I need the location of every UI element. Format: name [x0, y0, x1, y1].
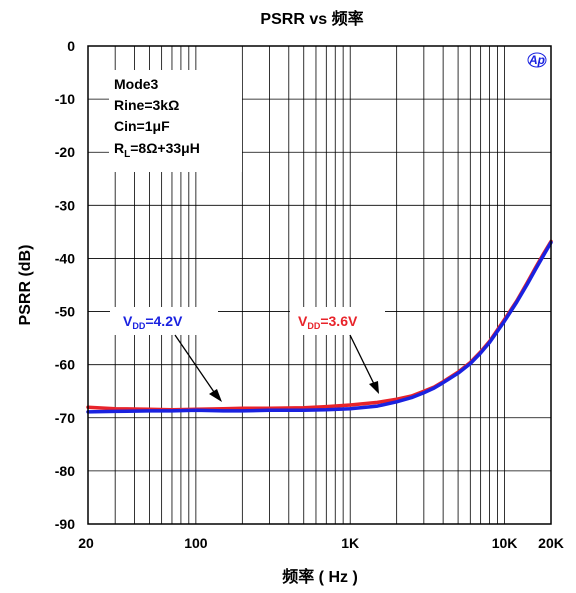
condition-mode: Mode3	[114, 76, 159, 92]
condition-rl: RL=8Ω+33μH	[114, 140, 200, 160]
x-tick-label: 20K	[538, 535, 564, 551]
label-vdd-3-6v-bg	[290, 307, 385, 335]
y-tick-label: -30	[55, 197, 75, 213]
chart-title: PSRR vs 频率	[260, 9, 363, 28]
label-vdd-4-2v-text: VDD=4.2V	[123, 313, 183, 331]
y-tick-label: 0	[67, 38, 75, 54]
x-axis-label: 频率 ( Hz )	[282, 567, 358, 586]
label-vdd-3-6v: VDD=3.6V	[290, 307, 385, 335]
arrow-3-6v-line	[349, 334, 375, 385]
y-tick-label: -50	[55, 304, 75, 320]
conditions-box: Mode3 Rine=3kΩ Cin=1μF RL=8Ω+33μH	[109, 70, 242, 172]
label-vdd-4-2v-bg	[110, 307, 218, 335]
x-tick-labels: 20 100 1K 10K 20K	[78, 535, 564, 551]
y-tick-label: -40	[55, 250, 75, 266]
condition-rine: Rine=3kΩ	[114, 97, 179, 113]
ap-logo: Ap	[528, 53, 545, 67]
y-tick-label: -90	[55, 516, 75, 532]
arrow-4-2v-line	[174, 334, 215, 393]
x-tick-label: 1K	[341, 535, 359, 551]
series-line	[86, 240, 553, 414]
y-axis-label: PSRR (dB)	[17, 245, 34, 326]
conditions-box-bg	[109, 70, 242, 172]
condition-cin: Cin=1μF	[114, 118, 170, 134]
y-tick-label: -10	[55, 91, 75, 107]
arrow-3-6v-head	[369, 381, 379, 394]
arrow-4-2v-head	[209, 389, 222, 402]
y-tick-label: -70	[55, 410, 75, 426]
ap-logo-ring	[527, 52, 547, 68]
label-vdd-4-2v: VDD=4.2V	[110, 307, 218, 335]
label-vdd-3-6v-text: VDD=3.6V	[298, 313, 358, 331]
x-tick-label: 20	[78, 535, 94, 551]
plot-frame	[87, 45, 552, 525]
annotation-arrows	[174, 334, 379, 402]
x-tick-label: 10K	[492, 535, 518, 551]
series-layer	[86, 239, 553, 414]
y-tick-label: -20	[55, 144, 75, 160]
x-tick-label: 100	[184, 535, 208, 551]
y-tick-label: -80	[55, 463, 75, 479]
y-tick-label: -60	[55, 357, 75, 373]
y-tick-labels: 0 -10 -20 -30 -40 -50 -60 -70 -80 -90	[55, 38, 75, 532]
